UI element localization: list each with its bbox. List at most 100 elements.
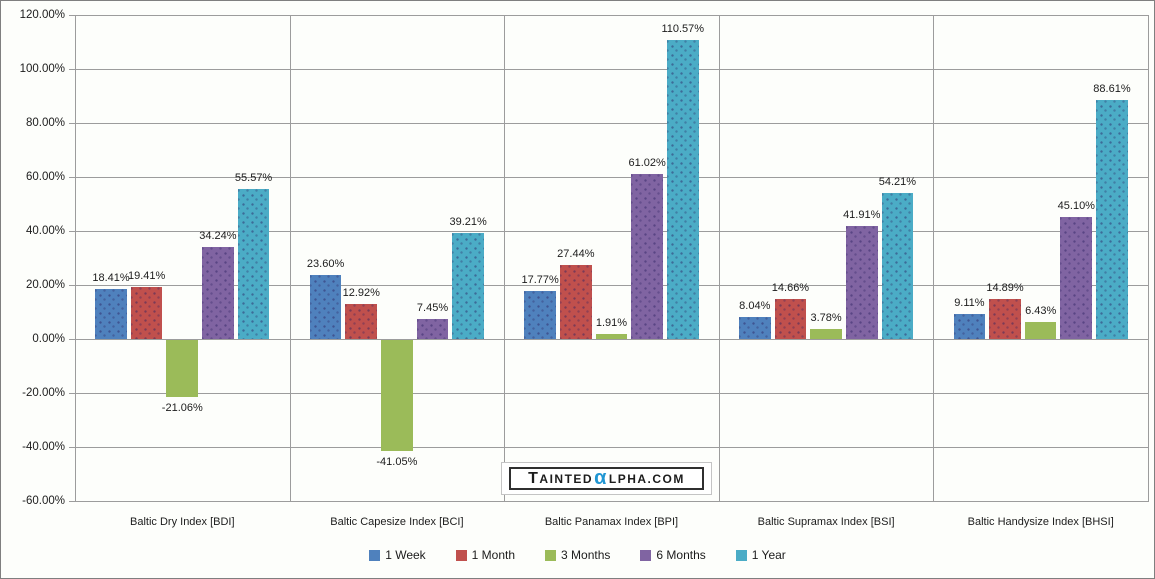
bar xyxy=(666,40,699,339)
bar xyxy=(631,174,663,339)
bar xyxy=(166,340,199,397)
value-label: 41.91% xyxy=(843,208,881,221)
bar xyxy=(953,314,986,339)
watermark-text-before: TAINTED xyxy=(528,469,594,487)
y-axis-tick-label: 100.00% xyxy=(19,63,65,75)
legend-item: 1 Year xyxy=(735,548,786,562)
legend-item: 1 Month xyxy=(455,548,516,562)
value-label: 8.04% xyxy=(739,300,771,313)
watermark-box: TAINTED α LPHA.COM xyxy=(509,467,704,490)
watermark-text-after: LPHA.COM xyxy=(608,471,685,486)
value-label: 23.60% xyxy=(306,258,345,271)
bar xyxy=(345,304,378,339)
value-label: -41.05% xyxy=(376,455,418,468)
legend-item: 6 Months xyxy=(640,548,706,562)
y-axis-tick-mark xyxy=(69,15,75,16)
legend-item: 1 Week xyxy=(369,548,426,562)
watermark-alpha-glyph: α xyxy=(594,466,608,489)
y-axis-tick-mark xyxy=(69,447,75,448)
gridline xyxy=(75,339,1148,340)
y-axis-tick-mark xyxy=(69,339,75,340)
value-label: 6.43% xyxy=(1025,304,1057,317)
x-axis-label: Baltic Supramax Index [BSI] xyxy=(757,516,895,528)
gridline xyxy=(75,501,1148,502)
value-label: 3.78% xyxy=(810,311,842,324)
bar xyxy=(1096,99,1128,339)
y-axis-tick-mark xyxy=(69,285,75,286)
category-separator xyxy=(290,15,291,502)
gridline xyxy=(75,393,1148,394)
value-label: 7.45% xyxy=(416,301,449,314)
bar xyxy=(1024,321,1057,339)
value-label: 9.11% xyxy=(954,297,985,310)
legend-swatch xyxy=(455,549,467,561)
gridline xyxy=(75,447,1148,448)
y-axis-tick-mark xyxy=(69,501,75,502)
x-axis-label: Baltic Dry Index [BDI] xyxy=(130,516,235,528)
category-group: 18.41% 19.41% -21.06% 34.24% 55.57% xyxy=(75,15,290,502)
legend-swatch xyxy=(545,549,557,561)
bar xyxy=(845,225,878,339)
category-separator xyxy=(719,15,720,502)
category-group: 8.04% 14.66% 3.78% 41.91% 54.21% xyxy=(719,15,934,502)
y-axis-tick-label: 120.00% xyxy=(19,9,65,21)
y-axis-tick-label: 60.00% xyxy=(25,171,65,183)
category-group: 23.60% 12.92% -41.05% 7.45% 39.21% xyxy=(290,15,505,502)
y-axis-tick-mark xyxy=(69,393,75,394)
value-label: 18.41% xyxy=(92,272,130,285)
gridline xyxy=(75,231,1148,232)
bar xyxy=(381,340,413,451)
value-label: 27.44% xyxy=(557,247,595,260)
gridline xyxy=(75,15,1148,16)
category-separator xyxy=(75,15,76,502)
y-axis-tick-label: -20.00% xyxy=(22,387,65,399)
bar xyxy=(309,275,342,339)
legend-label: 1 Month xyxy=(471,548,516,562)
y-axis-tick-label: 20.00% xyxy=(25,279,65,291)
legend: 1 Week 1 Month 3 Months 6 Months 1 Year xyxy=(1,548,1154,562)
bar xyxy=(738,317,771,339)
bar xyxy=(989,298,1021,339)
y-axis-tick-label: 80.00% xyxy=(25,117,65,129)
bar xyxy=(452,233,484,339)
value-label: 88.61% xyxy=(1093,82,1131,95)
watermark: TAINTED α LPHA.COM xyxy=(501,462,712,495)
legend-label: 3 Months xyxy=(561,548,611,562)
value-label: 39.21% xyxy=(449,216,487,229)
category-group: 9.11% 14.89% 6.43% 45.10% 88.61% xyxy=(933,15,1148,502)
x-axis-label: Baltic Panamax Index [BPI] xyxy=(544,516,679,528)
y-axis-tick-mark xyxy=(69,69,75,70)
legend-label: 6 Months xyxy=(656,548,706,562)
bar xyxy=(237,188,270,339)
value-label: 34.24% xyxy=(199,229,237,242)
bar xyxy=(774,299,807,339)
legend-item: 3 Months xyxy=(545,548,610,562)
y-axis-tick-mark xyxy=(69,231,75,232)
value-label: 19.41% xyxy=(127,269,166,282)
y-axis-tick-label: -40.00% xyxy=(22,441,65,453)
bar xyxy=(130,286,163,339)
legend-label: 1 Week xyxy=(385,548,426,562)
gridline xyxy=(75,123,1148,124)
y-axis-tick-label: 0.00% xyxy=(32,333,65,345)
value-label: 12.92% xyxy=(342,287,380,300)
bar xyxy=(560,264,592,339)
x-axis-label: Baltic Handysize Index [BHSI] xyxy=(967,516,1114,528)
legend-swatch xyxy=(640,549,652,561)
plot-area: 18.41% 19.41% -21.06% 34.24% 55.57% 23.60% 12.… xyxy=(75,15,1149,502)
gridline xyxy=(75,69,1148,70)
value-label: 54.21% xyxy=(878,175,917,188)
legend-swatch xyxy=(369,549,381,561)
y-axis-tick-label: 40.00% xyxy=(25,225,65,237)
value-label: 17.77% xyxy=(521,274,559,287)
value-label: 61.02% xyxy=(628,157,666,170)
category-separator xyxy=(504,15,505,502)
bar xyxy=(202,246,234,339)
bar xyxy=(1060,217,1093,339)
bar xyxy=(881,192,914,339)
value-label: 55.57% xyxy=(234,171,273,184)
bar xyxy=(524,291,556,339)
bar xyxy=(595,333,628,339)
y-axis-tick-mark xyxy=(69,177,75,178)
